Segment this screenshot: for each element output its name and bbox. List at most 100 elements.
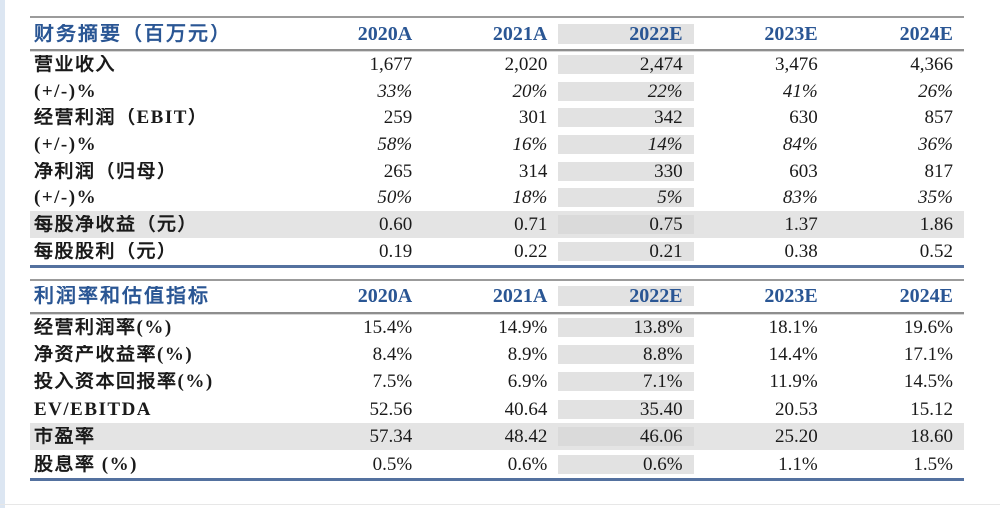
value-cell: 52.56 bbox=[369, 399, 413, 419]
value-cell: 33% bbox=[377, 81, 413, 101]
table-row: 投入资本回报率(%) 7.5% 6.9% 7.1% 11.9% 14.5% bbox=[30, 368, 964, 395]
table-row: 净利润（归母） 265 314 330 603 817 bbox=[30, 158, 964, 185]
value-cell: 16% bbox=[512, 134, 548, 154]
value-cell: 18.60 bbox=[910, 427, 953, 447]
value-cell: 0.6% bbox=[507, 454, 548, 474]
value-cell: 14.9% bbox=[498, 317, 548, 337]
value-cell: 3,476 bbox=[775, 54, 818, 74]
row-label: 经营利润（EBIT） bbox=[34, 108, 209, 128]
column-header-2020a: 2020A bbox=[357, 23, 413, 44]
value-cell: 0.6% bbox=[558, 454, 694, 474]
value-cell: 22% bbox=[558, 81, 694, 101]
value-cell: 25.20 bbox=[775, 427, 818, 447]
column-header-2023e: 2023E bbox=[764, 23, 818, 44]
value-cell: 50% bbox=[377, 188, 413, 208]
value-cell: 6.9% bbox=[507, 372, 548, 392]
column-header-2021a: 2021A bbox=[492, 23, 548, 44]
row-label: EV/EBITDA bbox=[34, 399, 153, 419]
table-header-row: 利润率和估值指标 2020A 2021A 2022E 2023E 2024E bbox=[30, 281, 964, 314]
value-cell: 0.38 bbox=[784, 241, 818, 261]
value-cell: 36% bbox=[918, 134, 953, 154]
value-cell: 14.5% bbox=[903, 372, 953, 392]
row-label: (+/-)% bbox=[34, 188, 98, 208]
row-label: (+/-)% bbox=[34, 81, 98, 101]
row-label: 经营利润率(%) bbox=[34, 317, 173, 337]
value-cell: 7.5% bbox=[372, 372, 413, 392]
value-cell: 0.71 bbox=[514, 214, 548, 234]
row-label: 市盈率 bbox=[34, 427, 96, 447]
value-cell: 857 bbox=[924, 108, 953, 128]
value-cell: 265 bbox=[383, 161, 413, 181]
column-header-2024e: 2024E bbox=[899, 286, 953, 306]
table-body: 经营利润率(%) 15.4% 14.9% 13.8% 18.1% 19.6% 净资产收益率(… bbox=[30, 314, 964, 478]
table-row: 营业收入 1,677 2,020 2,474 3,476 4,366 bbox=[30, 51, 964, 78]
value-cell: 8.4% bbox=[372, 345, 413, 365]
table-row: 净资产收益率(%) 8.4% 8.9% 8.8% 14.4% 17.1% bbox=[30, 341, 964, 368]
value-cell: 342 bbox=[558, 108, 694, 128]
value-cell: 1,677 bbox=[369, 54, 413, 74]
column-header-2023e: 2023E bbox=[764, 286, 818, 306]
row-label: 净利润（归母） bbox=[34, 161, 178, 181]
row-label: (+/-)% bbox=[34, 134, 98, 154]
row-label: 每股净收益（元） bbox=[34, 214, 199, 234]
value-cell: 15.12 bbox=[910, 399, 953, 419]
value-cell: 259 bbox=[383, 108, 413, 128]
table-header-row: 财务摘要（百万元） 2020A 2021A 2022E 2023E 2024E bbox=[30, 18, 964, 51]
column-header-2022e: 2022E bbox=[558, 23, 694, 44]
row-label: 营业收入 bbox=[34, 54, 117, 74]
value-cell: 35% bbox=[918, 188, 953, 208]
row-label: 股息率 (%) bbox=[34, 454, 138, 474]
value-cell: 630 bbox=[789, 108, 818, 128]
valuation-metrics-table: 利润率和估值指标 2020A 2021A 2022E 2023E 2024E 经… bbox=[30, 278, 964, 481]
table-row: 股息率 (%) 0.5% 0.6% 0.6% 1.1% 1.5% bbox=[30, 450, 964, 477]
value-cell: 15.4% bbox=[363, 317, 413, 337]
table-row: 每股股利（元） 0.19 0.22 0.21 0.38 0.52 bbox=[30, 238, 964, 265]
value-cell: 19.6% bbox=[903, 317, 953, 337]
table-title: 利润率和估值指标 bbox=[34, 286, 210, 306]
financial-tables: 财务摘要（百万元） 2020A 2021A 2022E 2023E 2024E … bbox=[30, 16, 964, 481]
value-cell: 18% bbox=[512, 188, 548, 208]
table-title: 财务摘要（百万元） bbox=[34, 23, 232, 44]
value-cell: 7.1% bbox=[558, 372, 694, 392]
value-cell: 817 bbox=[924, 161, 953, 181]
table-row: (+/-)% 58% 16% 14% 84% 36% bbox=[30, 131, 964, 158]
row-label: 净资产收益率(%) bbox=[34, 345, 194, 365]
value-cell: 0.21 bbox=[558, 241, 694, 261]
table-row: (+/-)% 33% 20% 22% 41% 26% bbox=[30, 78, 964, 105]
value-cell: 0.75 bbox=[558, 214, 694, 234]
value-cell: 1.1% bbox=[778, 454, 818, 474]
value-cell: 11.9% bbox=[769, 372, 818, 392]
value-cell: 603 bbox=[789, 161, 818, 181]
value-cell: 14% bbox=[558, 134, 694, 154]
value-cell: 18.1% bbox=[768, 317, 818, 337]
value-cell: 2,474 bbox=[558, 54, 694, 74]
value-cell: 4,366 bbox=[910, 54, 953, 74]
value-cell: 58% bbox=[377, 134, 413, 154]
column-header-2021a: 2021A bbox=[492, 286, 548, 306]
column-header-2024e: 2024E bbox=[899, 23, 953, 44]
value-cell: 314 bbox=[518, 161, 548, 181]
value-cell: 8.8% bbox=[558, 345, 694, 365]
table-row: 经营利润（EBIT） 259 301 342 630 857 bbox=[30, 104, 964, 131]
table-row: EV/EBITDA 52.56 40.64 35.40 20.53 15.12 bbox=[30, 396, 964, 423]
value-cell: 57.34 bbox=[369, 427, 413, 447]
value-cell: 13.8% bbox=[558, 317, 694, 337]
value-cell: 1.86 bbox=[919, 214, 953, 234]
table-row: 市盈率 57.34 48.42 46.06 25.20 18.60 bbox=[30, 423, 964, 451]
value-cell: 20.53 bbox=[775, 399, 818, 419]
value-cell: 0.22 bbox=[514, 241, 548, 261]
value-cell: 48.42 bbox=[504, 427, 548, 447]
value-cell: 330 bbox=[558, 161, 694, 181]
value-cell: 8.9% bbox=[507, 345, 548, 365]
column-header-2022e: 2022E bbox=[558, 286, 694, 306]
page-edge-strip bbox=[0, 0, 5, 508]
page-divider-line bbox=[0, 504, 1000, 505]
value-cell: 1.37 bbox=[784, 214, 818, 234]
value-cell: 0.60 bbox=[378, 214, 413, 234]
value-cell: 0.5% bbox=[372, 454, 413, 474]
value-cell: 301 bbox=[518, 108, 548, 128]
column-header-2020a: 2020A bbox=[357, 286, 413, 306]
value-cell: 84% bbox=[782, 134, 818, 154]
table-body: 营业收入 1,677 2,020 2,474 3,476 4,366 (+/-)% 33% 20… bbox=[30, 51, 964, 265]
value-cell: 14.4% bbox=[768, 345, 818, 365]
